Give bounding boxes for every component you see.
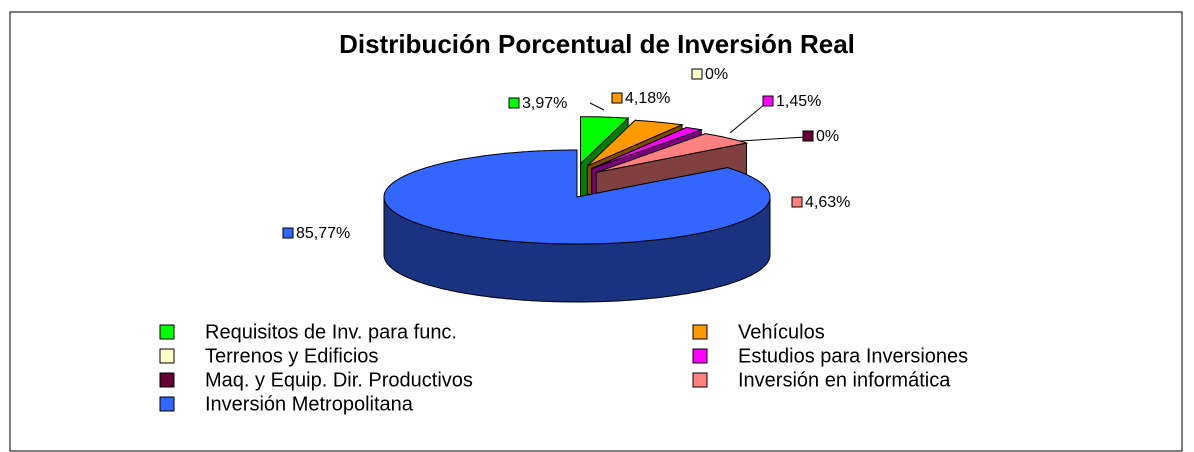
legend-label: Terrenos y Edificios [205, 345, 378, 367]
slice-top [587, 119, 684, 167]
value-label: 1,45% [776, 93, 821, 110]
legend-swatch [692, 348, 708, 364]
value-label: 0% [705, 66, 728, 83]
value-label-swatch [282, 227, 294, 239]
legend-label: Vehículos [738, 321, 825, 343]
legend-label: Maq. y Equip. Dir. Productivos [205, 369, 473, 391]
value-label-swatch [691, 68, 703, 80]
legend-swatch [692, 324, 708, 340]
value-label-swatch [611, 92, 623, 104]
legend-label: Inversión en informática [738, 369, 951, 391]
value-label-swatch [791, 196, 803, 208]
legend-label: Estudios para Inversiones [738, 345, 968, 367]
leader-line [589, 102, 605, 111]
legend-swatch [692, 372, 708, 388]
slice-top [580, 116, 630, 165]
slice-top [595, 133, 749, 173]
leader-line [739, 136, 807, 142]
chart-title: Distribución Porcentual de Inversión Rea… [339, 29, 855, 59]
slice [383, 149, 771, 303]
value-label: 4,63% [805, 194, 850, 211]
legend-label: Requisitos de Inv. para func. [205, 321, 457, 343]
legend-swatch [159, 324, 175, 340]
legend-swatch [159, 348, 175, 364]
leader-line [729, 103, 766, 134]
value-label-swatch [508, 97, 520, 109]
legend-swatch [159, 372, 175, 388]
value-label: 0% [816, 128, 839, 145]
value-label-swatch [762, 95, 774, 107]
slice-top [383, 149, 771, 245]
slice-top [591, 126, 704, 169]
value-label-swatch [802, 130, 814, 142]
legend-swatch [159, 396, 175, 412]
value-label: 85,77% [296, 225, 350, 242]
value-label: 3,97% [522, 95, 567, 112]
legend-label: Inversión Metropolitana [205, 393, 414, 415]
value-label: 4,18% [625, 90, 670, 107]
